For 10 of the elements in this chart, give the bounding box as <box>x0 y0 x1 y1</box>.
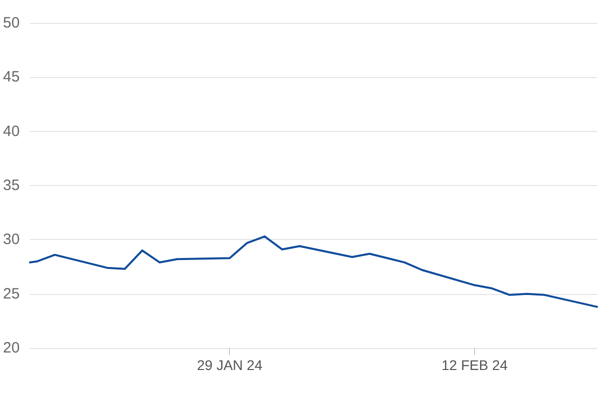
y-tick-label: 40 <box>3 122 20 140</box>
x-tick-label: 29 JAN 24 <box>197 357 263 373</box>
y-tick-label: 45 <box>3 68 20 86</box>
line-series <box>29 235 598 308</box>
x-tick-label: 12 FEB 24 <box>441 357 508 373</box>
y-tick-label: 20 <box>3 340 20 356</box>
y-tick-label: 35 <box>3 177 20 194</box>
y-tick-label: 50 <box>3 14 20 32</box>
y-tick-label: 25 <box>3 285 20 302</box>
y-tick-label: 30 <box>3 231 20 248</box>
